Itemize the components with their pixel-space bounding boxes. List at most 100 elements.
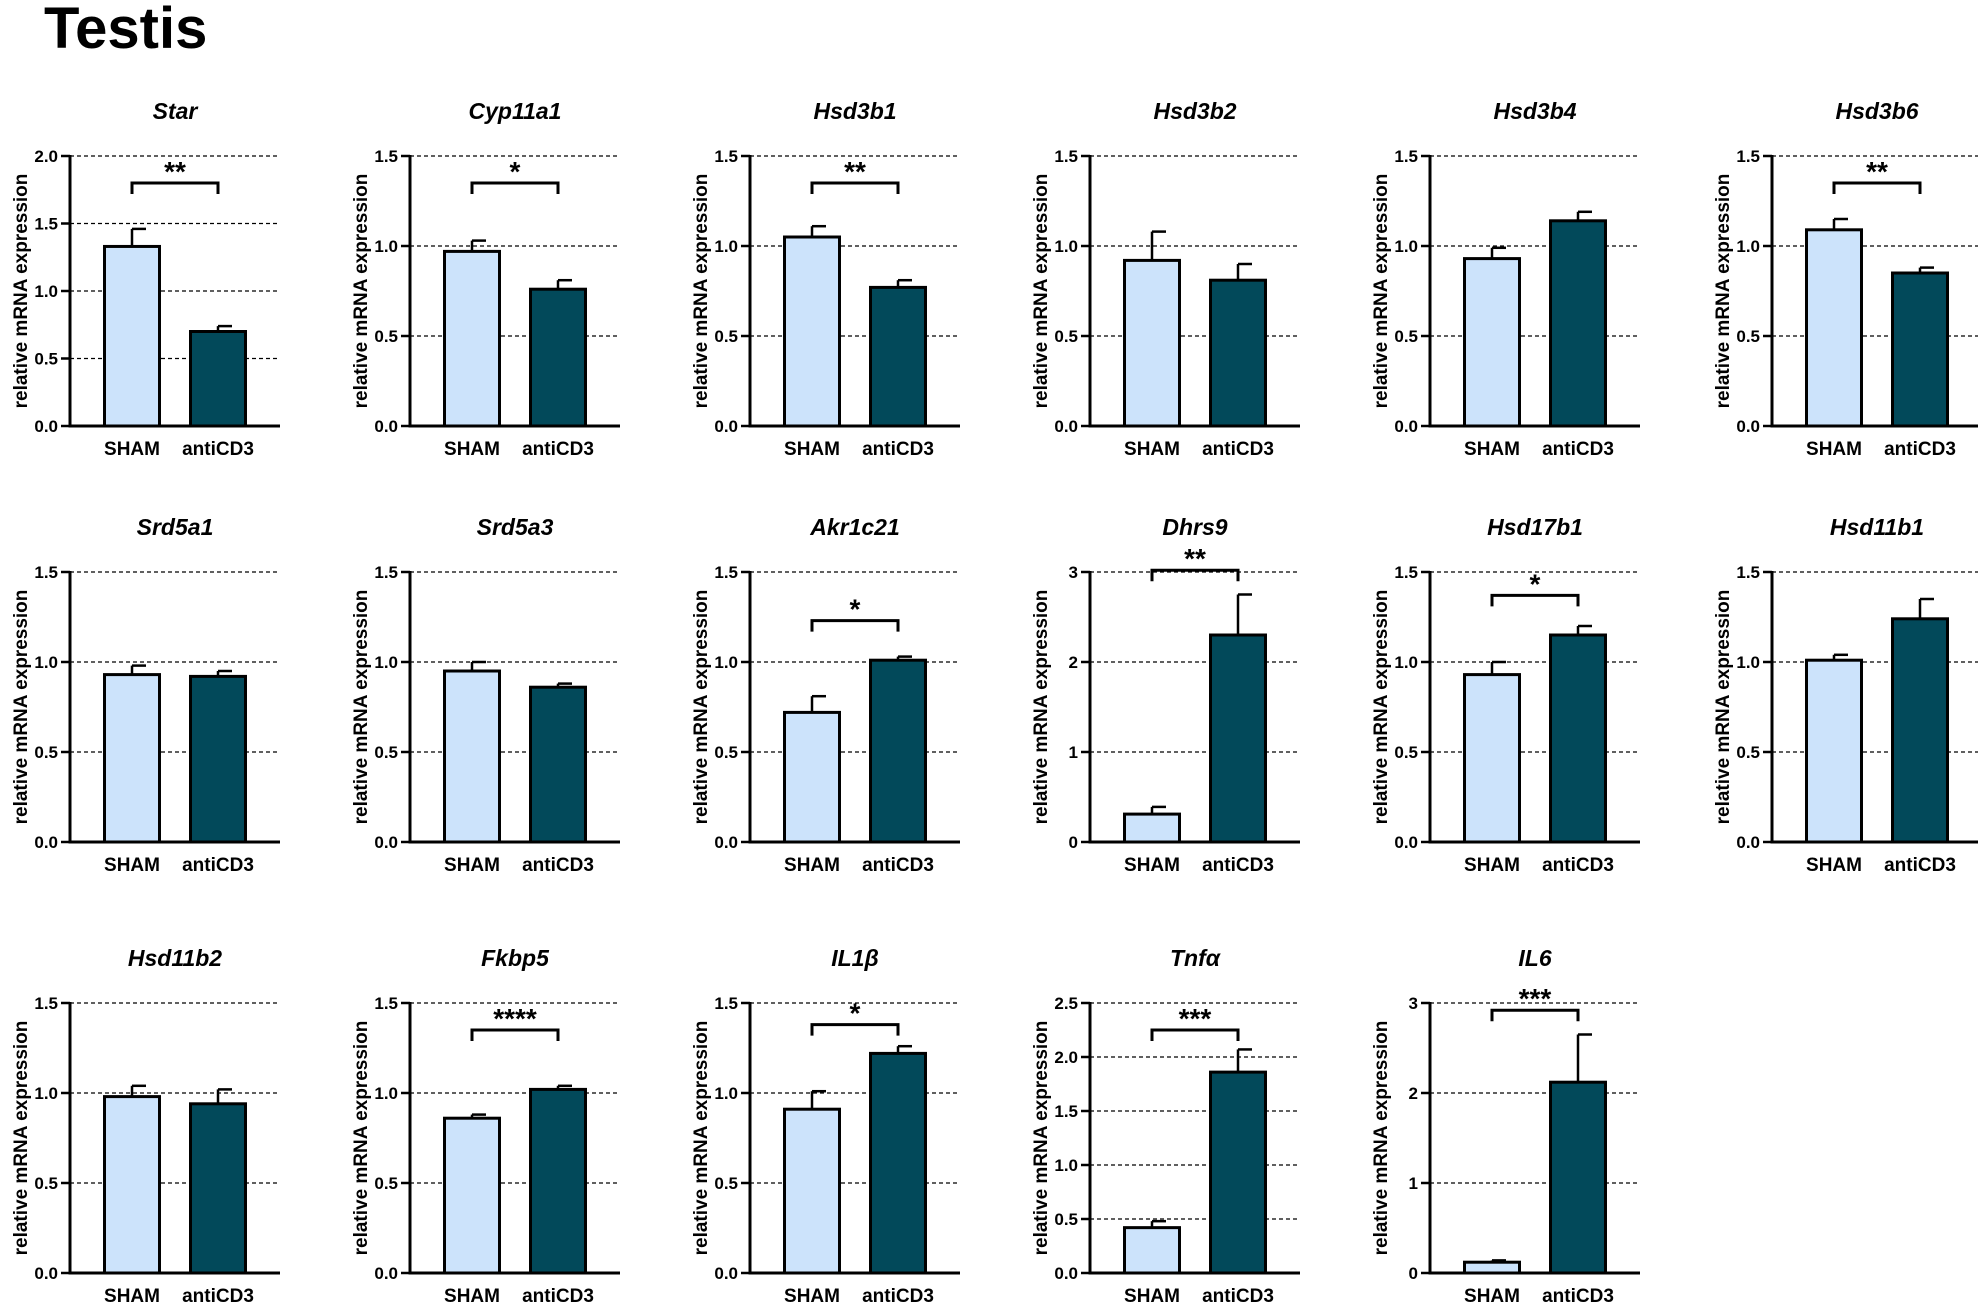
y-tick-label: 0.5 — [1054, 1210, 1078, 1229]
significance-bracket — [810, 619, 900, 632]
x-category-label: SHAM — [1806, 855, 1862, 876]
y-tick-label: 0.0 — [374, 1264, 398, 1283]
y-tick-label: 1.0 — [1394, 237, 1418, 256]
y-tick-label: 0.0 — [34, 417, 58, 436]
y-tick-label: 0.5 — [1736, 743, 1760, 762]
bar-SHAM — [443, 669, 501, 844]
x-category-label: antiCD3 — [522, 855, 594, 876]
x-category-label: antiCD3 — [182, 439, 254, 460]
chart-title: Hsd3b2 — [1153, 98, 1236, 124]
y-axis-label: relative mRNA expression — [691, 590, 712, 825]
y-tick-label: 0.0 — [1394, 833, 1418, 852]
y-tick-label: 1.5 — [34, 994, 58, 1013]
y-tick-label: 0.0 — [714, 1264, 738, 1283]
x-category-label: SHAM — [444, 855, 500, 876]
y-axis-label: relative mRNA expression — [1371, 1021, 1392, 1256]
x-category-label: SHAM — [784, 439, 840, 460]
y-tick-label: 2.5 — [1054, 994, 1078, 1013]
bar-antiCD3 — [869, 1051, 927, 1275]
y-tick-label: 0.0 — [714, 417, 738, 436]
bar-SHAM — [1123, 1226, 1181, 1275]
x-category-label: SHAM — [1464, 1286, 1520, 1305]
chart-title: Cyp11a1 — [469, 98, 562, 124]
y-tick-label: 0.0 — [34, 1264, 58, 1283]
y-tick-label: 1.5 — [714, 994, 738, 1013]
significance-label: ** — [1184, 543, 1206, 574]
chart-title: Akr1c21 — [809, 514, 900, 540]
y-tick-label: 1.0 — [1054, 1156, 1078, 1175]
x-category-label: SHAM — [1124, 1286, 1180, 1305]
x-category-label: antiCD3 — [1202, 1286, 1274, 1305]
bar-SHAM — [783, 1107, 841, 1275]
bar-antiCD3 — [1549, 633, 1607, 844]
y-tick-label: 0.5 — [374, 327, 398, 346]
y-axis-label: relative mRNA expression — [1371, 174, 1392, 409]
bar-antiCD3 — [1549, 219, 1607, 428]
significance-label: *** — [1179, 1003, 1212, 1034]
y-tick-label: 1.5 — [1394, 563, 1418, 582]
x-category-label: SHAM — [444, 439, 500, 460]
x-category-label: SHAM — [1464, 439, 1520, 460]
significance-bracket — [1490, 593, 1580, 607]
significance-label: * — [850, 998, 861, 1029]
y-tick-label: 0 — [1069, 833, 1078, 852]
y-tick-label: 1.5 — [714, 147, 738, 166]
bar-SHAM — [443, 249, 501, 428]
bar-SHAM — [783, 710, 841, 844]
y-tick-label: 1.5 — [374, 563, 398, 582]
x-category-label: antiCD3 — [522, 1286, 594, 1305]
y-tick-label: 1.0 — [1736, 653, 1760, 672]
y-tick-label: 2 — [1409, 1084, 1418, 1103]
y-tick-label: 0.0 — [1736, 417, 1760, 436]
y-tick-label: 1.5 — [34, 215, 58, 234]
y-axis-label: relative mRNA expression — [1031, 1021, 1052, 1256]
y-axis-label: relative mRNA expression — [691, 1021, 712, 1256]
x-category-label: SHAM — [104, 855, 160, 876]
y-tick-label: 0.0 — [1054, 417, 1078, 436]
x-category-label: SHAM — [1124, 439, 1180, 460]
chart-title: Star — [153, 98, 199, 124]
bar-SHAM — [1805, 658, 1863, 844]
significance-bracket — [1150, 1028, 1240, 1041]
bar-SHAM — [1805, 228, 1863, 428]
x-category-label: SHAM — [444, 1286, 500, 1305]
y-tick-label: 0 — [1409, 1264, 1418, 1283]
chart-IL6: IL6 relative mRNA expression 0 1 2 3 SHAM antiC… — [1371, 945, 1640, 1305]
bar-antiCD3 — [1891, 617, 1949, 844]
y-tick-label: 0.5 — [34, 1174, 58, 1193]
significance-bracket — [810, 181, 900, 194]
bar-SHAM — [103, 673, 161, 844]
y-tick-label: 1.5 — [1394, 147, 1418, 166]
y-tick-label: 1.5 — [714, 563, 738, 582]
x-category-label: antiCD3 — [862, 439, 934, 460]
y-axis-label: relative mRNA expression — [1371, 590, 1392, 825]
y-tick-label: 0.0 — [1736, 833, 1760, 852]
significance-label: * — [1530, 568, 1541, 599]
chart-title: IL6 — [1518, 945, 1551, 971]
y-tick-label: 1.5 — [34, 563, 58, 582]
chart-title: IL1β — [831, 945, 879, 971]
significance-label: * — [850, 594, 861, 625]
significance-label: ** — [1866, 156, 1888, 187]
y-tick-label: 0.0 — [34, 833, 58, 852]
y-tick-label: 1.0 — [714, 237, 738, 256]
bar-antiCD3 — [1209, 1070, 1267, 1275]
y-tick-label: 1.0 — [374, 653, 398, 672]
y-tick-label: 0.0 — [1394, 417, 1418, 436]
significance-label: * — [510, 156, 521, 187]
significance-label: ** — [844, 156, 866, 187]
bar-antiCD3 — [529, 1087, 587, 1275]
y-tick-label: 0.5 — [714, 743, 738, 762]
y-tick-label: 1.0 — [34, 653, 58, 672]
y-tick-label: 0.5 — [1394, 327, 1418, 346]
y-axis-label: relative mRNA expression — [11, 590, 32, 825]
y-axis-label: relative mRNA expression — [1713, 174, 1734, 409]
y-tick-label: 1.5 — [1736, 147, 1760, 166]
